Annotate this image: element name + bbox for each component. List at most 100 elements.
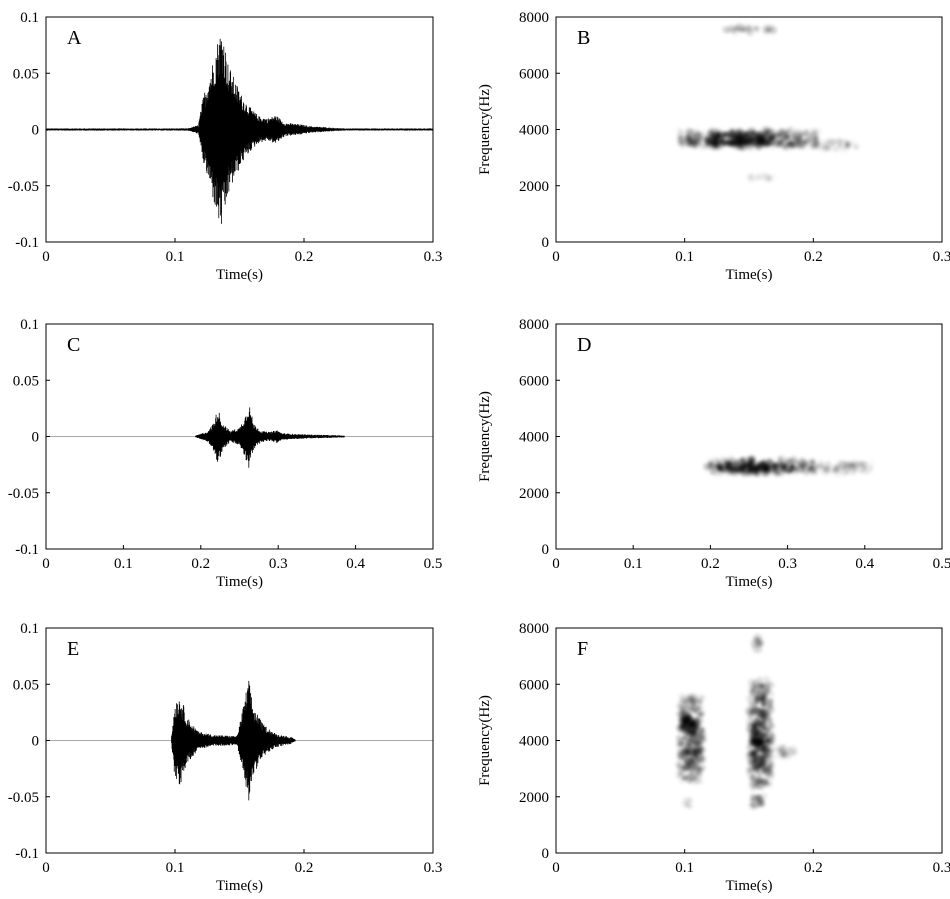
- energy-cell: [694, 746, 702, 754]
- energy-region: [748, 728, 768, 758]
- energy-cell: [697, 740, 703, 746]
- energy-cell: [731, 135, 736, 141]
- energy-cell: [837, 144, 842, 148]
- energy-cell: [768, 682, 776, 690]
- y-tick-label: 4000: [519, 430, 549, 446]
- energy-cell: [745, 717, 754, 726]
- energy-cell: [777, 139, 784, 145]
- y-tick-label: -0.05: [8, 790, 39, 806]
- energy-cell: [752, 645, 761, 654]
- energy-cell: [725, 465, 731, 472]
- energy-cell: [805, 132, 812, 140]
- energy-cell: [697, 699, 703, 705]
- energy-cell: [757, 722, 763, 729]
- energy-region: [750, 633, 764, 654]
- energy-cell: [746, 28, 755, 37]
- energy-cell: [763, 675, 770, 683]
- energy-cell: [756, 783, 763, 790]
- y-axis: 8000 6000 4000 2000 0: [519, 317, 560, 558]
- spectrogram-energy: [703, 455, 874, 477]
- energy-cell: [761, 719, 767, 725]
- energy-region: [704, 128, 777, 149]
- y-axis: 0.1 0.05 0 -0.05 -0.1: [8, 621, 50, 862]
- energy-cell: [736, 26, 740, 31]
- x-tick-label: 0: [42, 556, 50, 572]
- energy-cell: [758, 758, 766, 767]
- energy-cell: [770, 463, 778, 471]
- energy-cell: [779, 744, 788, 752]
- energy-cell: [724, 131, 729, 137]
- energy-cell: [691, 721, 697, 727]
- x-axis-title: Time(s): [726, 267, 773, 283]
- energy-cell: [755, 642, 760, 647]
- energy-cell: [727, 139, 735, 147]
- x-tick-label: 0.1: [675, 249, 694, 265]
- y-tick-label: -0.1: [15, 542, 39, 558]
- energy-cell: [810, 133, 814, 137]
- energy-cell: [751, 760, 758, 768]
- x-tick-label: 0.3: [778, 556, 797, 572]
- x-tick-label: 0.2: [804, 249, 823, 265]
- x-axis: 0 0.1 0.2 0.3: [42, 238, 442, 265]
- y-tick-label: 6000: [519, 66, 549, 82]
- energy-cell: [686, 129, 690, 133]
- x-tick-label: 0.3: [269, 556, 288, 572]
- energy-cell: [857, 467, 863, 473]
- energy-cell: [787, 466, 794, 474]
- energy-cell: [699, 145, 705, 150]
- y-tick-label: 2000: [519, 179, 549, 195]
- energy-region: [721, 23, 778, 37]
- x-tick-label: 0.3: [933, 249, 950, 265]
- energy-region: [774, 744, 798, 761]
- energy-cell: [752, 751, 758, 758]
- energy-cell: [767, 698, 773, 703]
- energy-cell: [761, 745, 767, 750]
- y-tick-label: 0: [542, 846, 550, 862]
- waveform-trace: [171, 680, 296, 801]
- energy-region: [816, 459, 874, 477]
- energy-cell: [694, 128, 700, 134]
- x-axis-title: Time(s): [726, 878, 773, 894]
- y-tick-label: 8000: [519, 10, 549, 26]
- energy-cell: [692, 705, 699, 712]
- energy-cell: [722, 142, 727, 147]
- energy-cell: [761, 702, 765, 706]
- energy-cell: [675, 772, 684, 780]
- energy-cell: [760, 461, 765, 466]
- plot-frame: [555, 323, 943, 550]
- energy-cell: [700, 780, 703, 783]
- x-tick-label: 0: [552, 860, 560, 876]
- y-axis: 0.1 0.05 0 -0.05 -0.1: [8, 10, 50, 251]
- energy-region: [809, 137, 860, 152]
- energy-cell: [737, 137, 746, 146]
- energy-cell: [716, 131, 722, 138]
- energy-cell: [813, 130, 818, 135]
- energy-cell: [757, 774, 762, 779]
- x-axis-title: Time(s): [726, 574, 773, 590]
- x-tick-label: 0.3: [933, 860, 950, 876]
- energy-region: [679, 715, 697, 738]
- energy-cell: [684, 701, 689, 706]
- energy-cell: [765, 726, 771, 732]
- energy-cell: [698, 766, 705, 773]
- y-tick-label: 6000: [519, 373, 549, 389]
- energy-cell: [747, 678, 756, 686]
- x-tick-label: 0.1: [114, 556, 133, 572]
- y-tick-label: -0.1: [15, 846, 39, 862]
- x-tick-label: 0.1: [624, 556, 643, 572]
- energy-cell: [757, 689, 765, 697]
- energy-cell: [793, 130, 801, 139]
- energy-cell: [822, 469, 829, 476]
- x-tick-label: 0.2: [804, 860, 823, 876]
- energy-cell: [756, 676, 764, 684]
- y-tick-label: 0.05: [13, 373, 39, 389]
- energy-cell: [709, 135, 718, 144]
- energy-region: [677, 125, 820, 152]
- energy-cell: [676, 741, 682, 747]
- energy-cell: [810, 467, 817, 474]
- energy-cell: [686, 729, 691, 733]
- energy-cell: [733, 461, 740, 468]
- energy-cell: [749, 130, 757, 138]
- plot-area: [46, 38, 433, 224]
- energy-cell: [719, 139, 724, 144]
